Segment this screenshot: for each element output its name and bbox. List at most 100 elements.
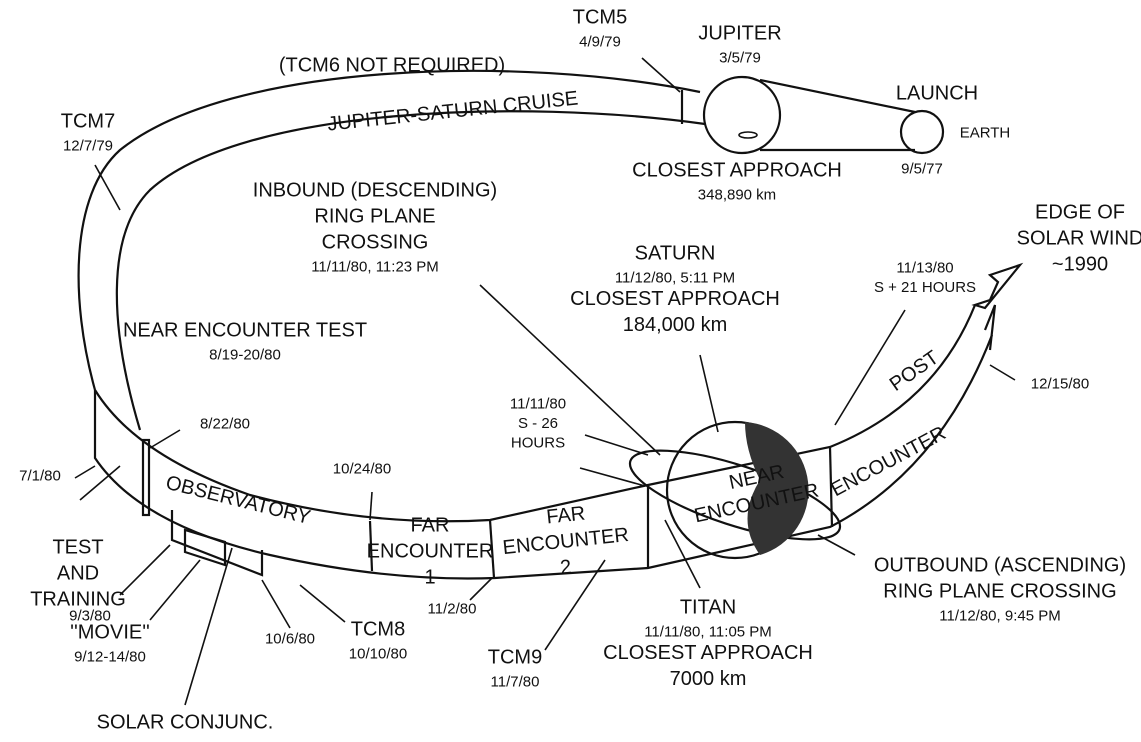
test-post <box>141 438 151 517</box>
label-text: 11/12/80, 5:11 PM <box>615 269 735 286</box>
label-text: 11/12/80, 9:45 PM <box>939 607 1060 624</box>
movie-box <box>183 528 227 567</box>
leader <box>469 577 493 601</box>
cruise-line <box>759 78 916 114</box>
label-text: 184,000 km <box>623 314 728 336</box>
label-text: 11/11/80, 11:23 PM <box>311 258 439 275</box>
leader <box>579 467 646 487</box>
jupiter <box>702 75 782 155</box>
label-text: 1 <box>424 567 435 589</box>
labels: TCM5 4/9/79 JUPITER 3/5/79 LAUNCH EARTH 9/5/77… <box>19 7 1141 734</box>
label-text: 11/2/80 <box>428 600 477 617</box>
leader <box>94 164 121 211</box>
leader <box>149 429 181 449</box>
leader <box>989 364 1016 381</box>
divider <box>368 520 374 572</box>
label-text: RING PLANE <box>314 206 435 228</box>
label-text: 7000 km <box>670 668 747 690</box>
label-text: 9/3/80 <box>69 607 111 624</box>
label-text: RING PLANE CROSSING <box>883 581 1116 603</box>
leader <box>817 534 856 556</box>
label-text: TCM5 <box>573 7 627 29</box>
label-text: CROSSING <box>322 232 429 254</box>
label-text: JUPITER <box>698 23 781 45</box>
divider <box>488 519 496 579</box>
label-text: INBOUND (DESCENDING) <box>253 180 497 202</box>
label-text: SOLAR CONJUNC. <box>97 712 274 734</box>
label-text: OUTBOUND (ASCENDING) <box>874 555 1126 577</box>
label-text: 8/22/80 <box>200 415 250 432</box>
label-text: 4/9/79 <box>579 33 621 50</box>
cruise-inner-edge <box>115 110 706 431</box>
label-text: 12/15/80 <box>1031 375 1089 392</box>
band-top-edge <box>94 304 977 523</box>
leader <box>544 559 606 651</box>
leader <box>641 57 681 93</box>
saturn-shadow <box>745 422 809 555</box>
leader <box>479 284 661 456</box>
band-bottom-edge <box>93 334 994 580</box>
leader <box>299 584 346 623</box>
leader <box>74 465 96 479</box>
label-text: CLOSEST APPROACH <box>603 642 813 664</box>
label-text: FAR <box>545 503 586 529</box>
label-text: 348,890 km <box>698 186 776 203</box>
label-text: 11/7/80 <box>491 673 540 690</box>
label-text: LAUNCH <box>896 83 978 105</box>
leader <box>149 559 201 621</box>
label-text: ~1990 <box>1052 254 1108 276</box>
label-text: TCM9 <box>488 647 542 669</box>
label-text: TITAN <box>680 597 736 619</box>
arrow-head <box>971 262 1024 310</box>
label-text: 10/10/80 <box>349 645 407 662</box>
label-text: 12/7/79 <box>63 137 113 154</box>
red-spot <box>738 131 758 139</box>
label-text: TCM7 <box>61 111 115 133</box>
label-text: S + 21 HOURS <box>874 279 976 296</box>
planets <box>628 75 945 560</box>
leader <box>119 544 171 596</box>
label-text: 9/5/77 <box>901 160 943 177</box>
saturn-ring-back <box>628 449 842 541</box>
label-text: (TCM6 NOT REQUIRED) <box>279 55 505 77</box>
earth <box>899 109 945 155</box>
label-text: ''MOVIE'' <box>70 622 150 644</box>
label-text: 3/5/79 <box>719 49 761 66</box>
zigzag <box>983 304 997 351</box>
label-text: CLOSEST APPROACH <box>570 288 780 310</box>
label-text: 9/12-14/80 <box>74 648 146 665</box>
label-text: SATURN <box>635 243 716 265</box>
label-text: NEAR ENCOUNTER TEST <box>123 320 367 342</box>
label-text: 8/19-20/80 <box>209 346 281 363</box>
label-text: EARTH <box>960 124 1011 141</box>
label-text: 10/6/80 <box>265 630 315 647</box>
leader <box>699 354 719 433</box>
label-text: AND <box>57 563 99 585</box>
label-text: 11/11/80 <box>510 395 566 412</box>
label-text: HOURS <box>511 434 565 451</box>
leader <box>261 579 291 629</box>
label-text: TRAINING <box>30 589 126 611</box>
leader <box>369 491 373 521</box>
leader <box>664 519 701 589</box>
observatory-bracket <box>170 510 264 577</box>
label-text: ENCOUNTER <box>367 541 494 563</box>
leaders <box>74 57 1016 706</box>
leader <box>184 547 233 706</box>
label-text: 10/24/80 <box>333 460 391 477</box>
leader <box>584 434 649 456</box>
label-text: TCM8 <box>351 619 405 641</box>
label-text: SOLAR WIND <box>1017 228 1141 250</box>
trajectory <box>77 69 1024 580</box>
label-text: EDGE OF <box>1035 202 1125 224</box>
label-text: CLOSEST APPROACH <box>632 160 842 182</box>
label-text: 11/11/80, 11:05 PM <box>644 623 772 640</box>
cruise-outer-edge <box>77 69 701 391</box>
label-text: 2 <box>559 556 572 579</box>
label-text: 11/13/80 <box>896 259 953 276</box>
leader <box>79 465 121 501</box>
divider <box>828 446 834 528</box>
label-text: FAR <box>411 515 450 537</box>
label-text: TEST <box>52 537 103 559</box>
